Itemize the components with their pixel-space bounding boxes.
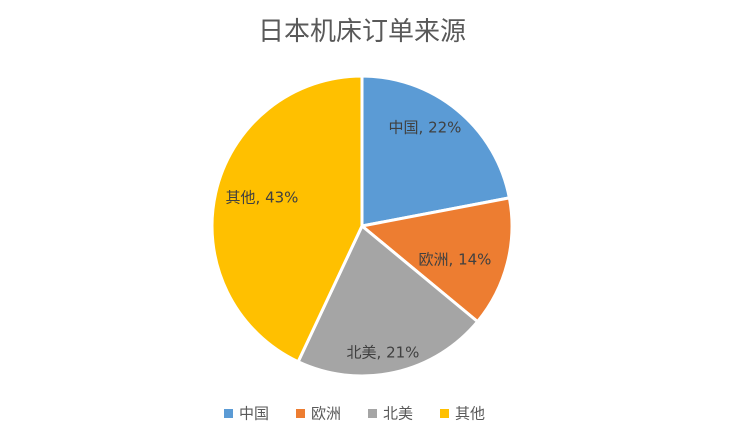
legend-label-4: 其他 [455,405,485,423]
legend-label-3: 北美 [383,405,413,423]
pie-slice-2 [360,196,514,324]
legend-swatch-3 [368,409,377,418]
pie-slice-3 [296,224,480,378]
data-label-4: 其他, 43% [226,189,299,207]
pie-slice-4 [210,74,364,364]
legend-swatch-1 [224,409,233,418]
data-label-3: 北美, 21% [347,344,420,362]
data-labels-layer: 中国, 22% 欧洲, 14% 北美, 21% 其他, 43% [226,119,492,362]
data-label-1: 中国, 22% [389,119,462,137]
data-label-2: 欧洲, 14% [419,251,492,269]
legend-swatch-2 [296,409,305,418]
legend: 中国 欧洲 北美 其他 [224,405,485,423]
slices-layer [210,74,514,378]
legend-label-1: 中国 [239,405,269,423]
legend-label-2: 欧洲 [311,405,341,423]
chart-title: 日本机床订单来源 [258,17,466,47]
pie-slice-1 [360,74,511,228]
legend-swatch-4 [440,409,449,418]
